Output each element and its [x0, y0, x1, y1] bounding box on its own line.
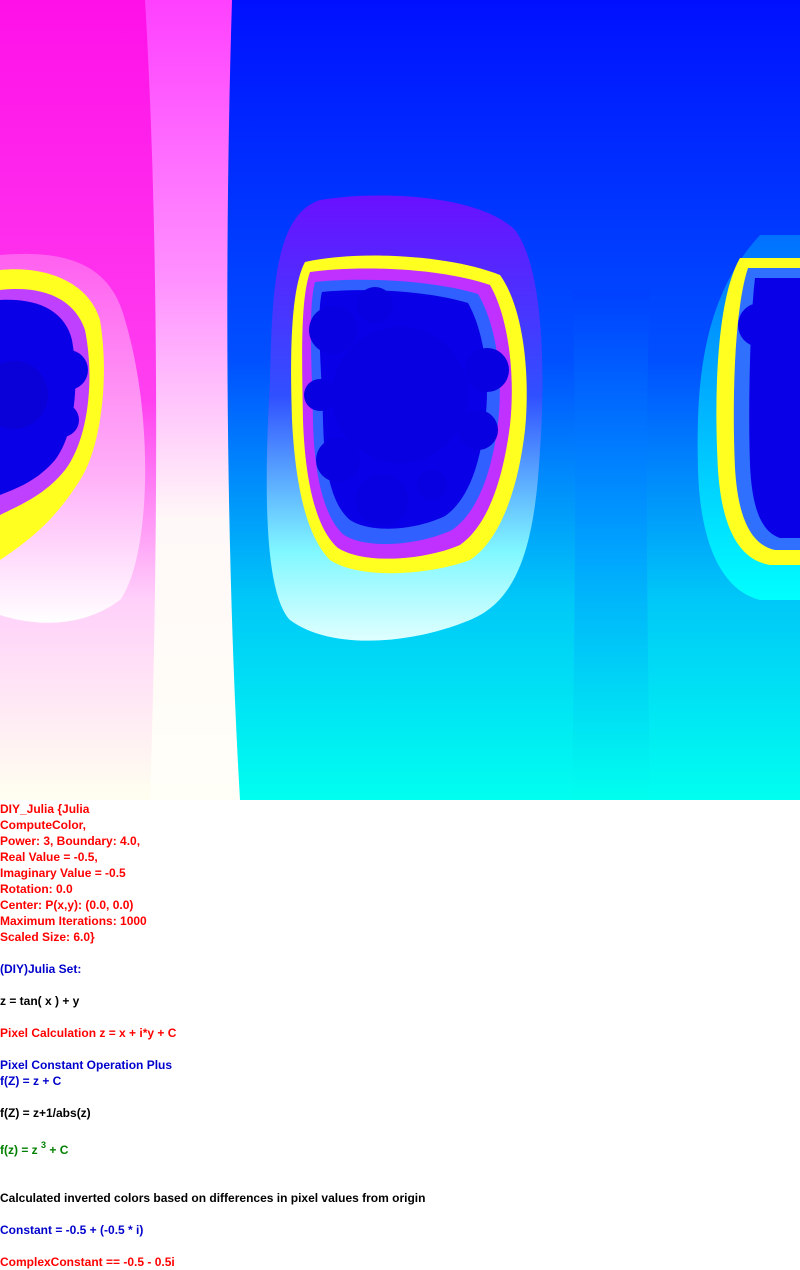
spacer: [0, 1089, 800, 1105]
set-title: (DIY)Julia Set:: [0, 962, 82, 976]
spacer: [0, 945, 800, 961]
param-line-2: ComputeColor,: [0, 818, 86, 832]
pixel-constant-operation: Pixel Constant Operation Plus: [0, 1058, 173, 1072]
param-line-9: Scaled Size: 6.0}: [0, 930, 95, 944]
z-formula: z = tan( x ) + y: [0, 994, 80, 1008]
color-note: Calculated inverted colors based on diff…: [0, 1191, 426, 1205]
constant-line: Constant = -0.5 + (-0.5 * i): [0, 1223, 144, 1237]
pixel-calculation: Pixel Calculation z = x + i*y + C: [0, 1026, 177, 1040]
complex-constant-line: ComplexConstant == -0.5 - 0.5i: [0, 1255, 175, 1269]
spacer: [0, 977, 800, 993]
spacer: [0, 1121, 800, 1142]
param-line-3: Power: 3, Boundary: 4.0,: [0, 834, 141, 848]
spacer: [0, 1041, 800, 1057]
param-line-4: Real Value = -0.5,: [0, 850, 98, 864]
f-z-power-prefix: f(z) = z: [0, 1143, 41, 1157]
spacer: [0, 1238, 800, 1254]
parameters-panel: DIY_Julia {Julia ComputeColor, Power: 3,…: [0, 801, 800, 1270]
param-line-5: Imaginary Value = -0.5: [0, 866, 126, 880]
param-line-6: Rotation: 0.0: [0, 882, 73, 896]
spacer: [0, 1206, 800, 1222]
spacer: [0, 1009, 800, 1025]
f-z-power-suffix: + C: [46, 1143, 69, 1157]
f-z-power-exponent: 3: [41, 1140, 47, 1150]
param-line-8: Maximum Iterations: 1000: [0, 914, 147, 928]
spacer: [0, 1158, 800, 1190]
f-z-plus-c: f(Z) = z + C: [0, 1074, 62, 1088]
param-line-7: Center: P(x,y): (0.0, 0.0): [0, 898, 134, 912]
f-z-power: f(z) = z 3 + C: [0, 1140, 800, 1158]
param-line-1: DIY_Julia {Julia: [0, 802, 90, 816]
f-z-abs: f(Z) = z+1/abs(z): [0, 1106, 91, 1120]
fractal-render: [0, 0, 800, 800]
